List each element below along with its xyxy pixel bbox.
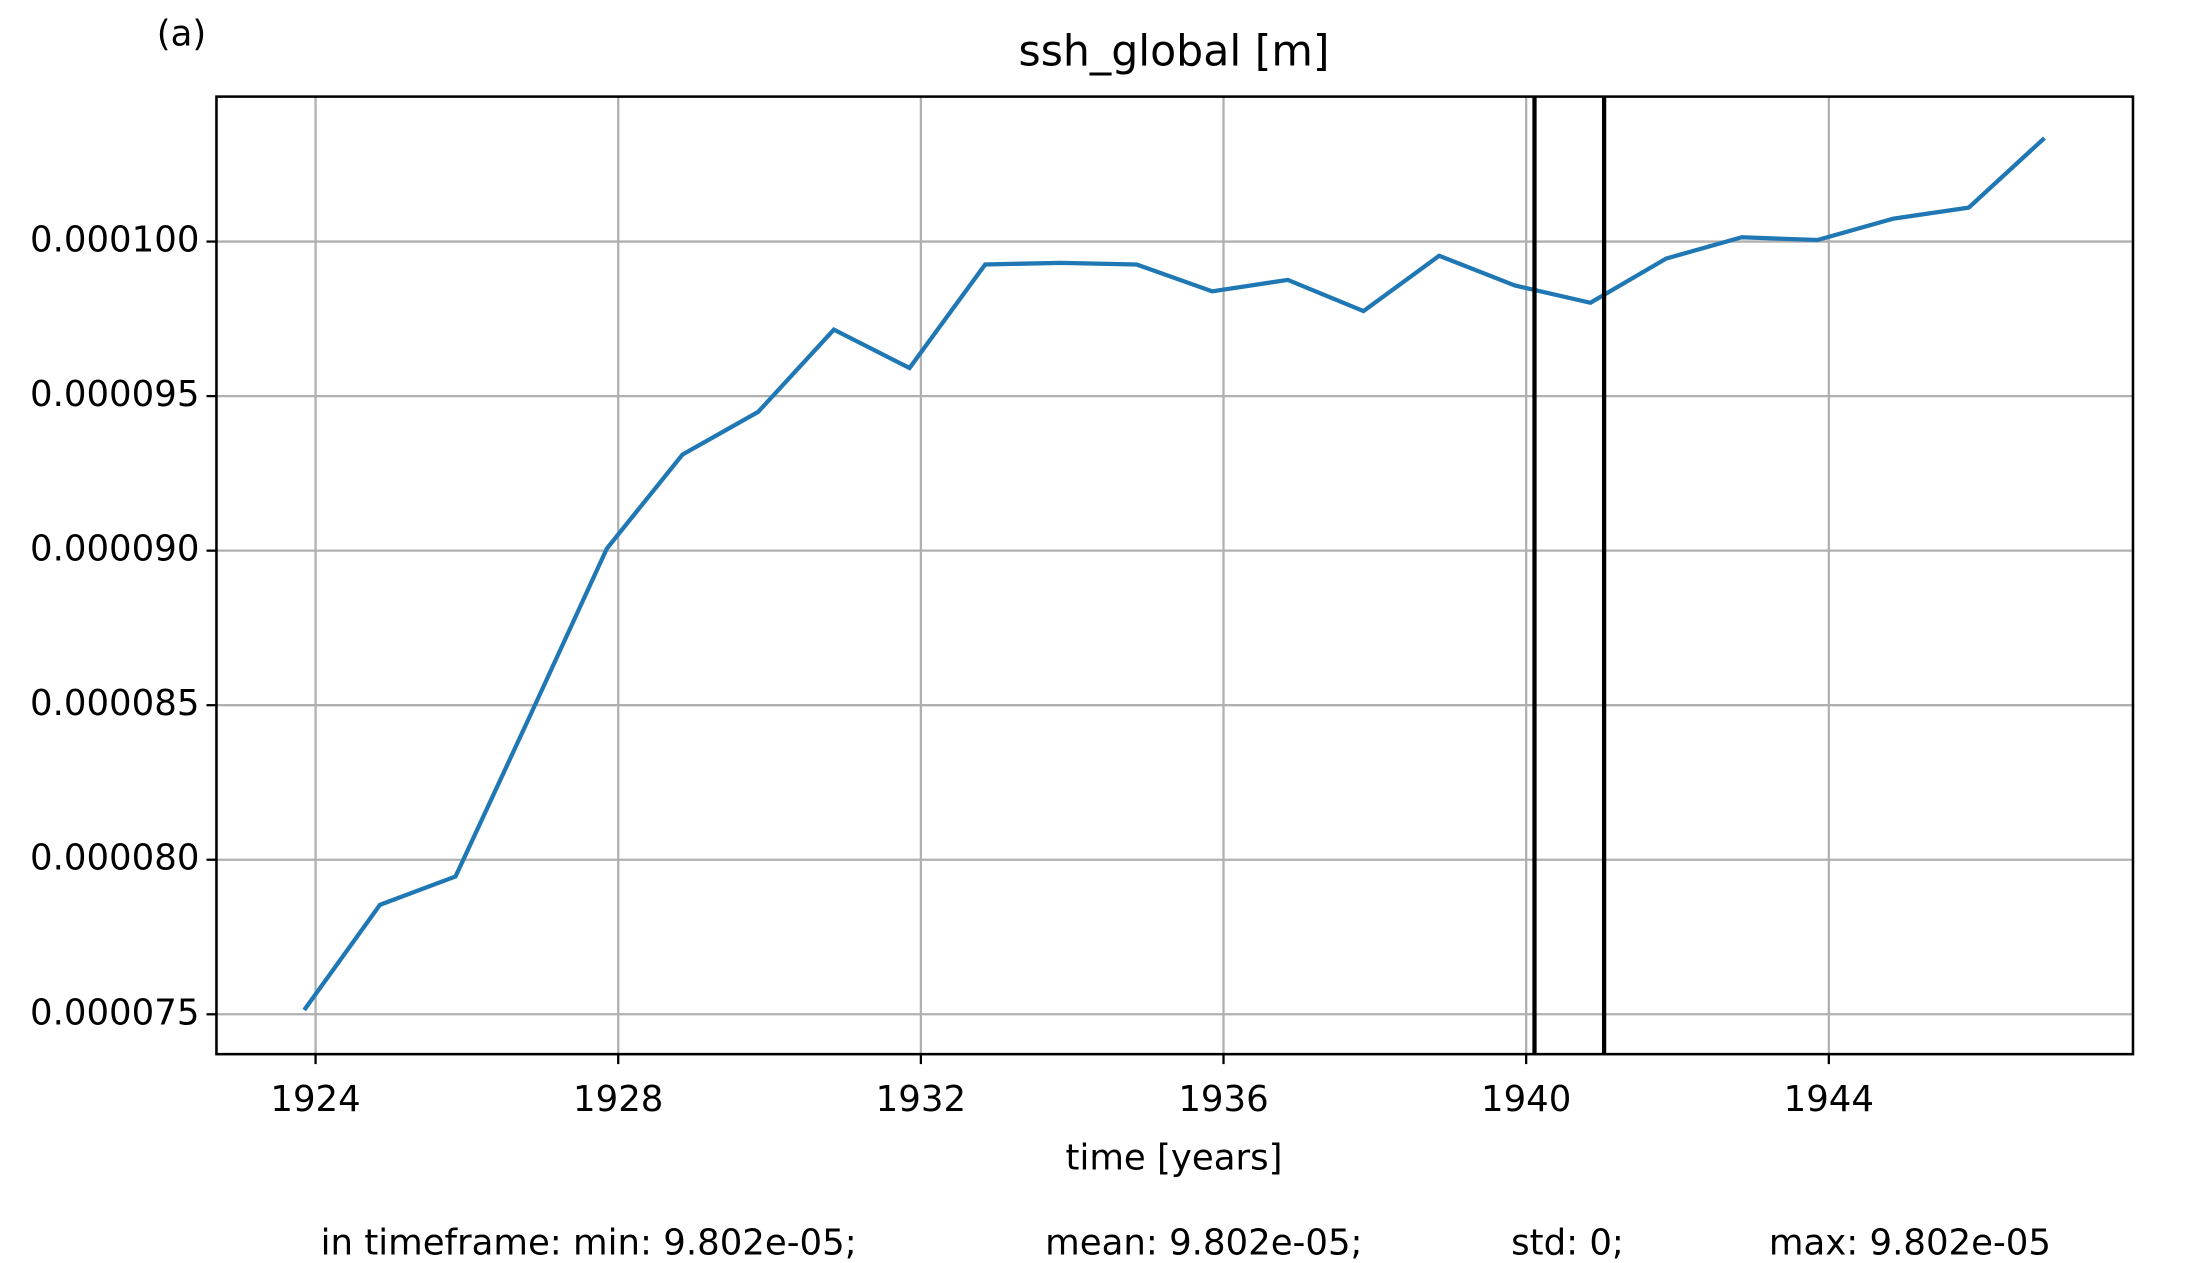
x-tick-label: 1936 bbox=[1178, 1079, 1268, 1120]
x-tick-label: 1924 bbox=[270, 1079, 360, 1120]
x-axis-label: time [years] bbox=[1066, 1137, 1283, 1178]
x-tick-label: 1940 bbox=[1481, 1079, 1571, 1120]
footer-stat: mean: 9.802e-05; bbox=[1045, 1223, 1362, 1263]
y-tick-label: 0.000090 bbox=[30, 529, 199, 570]
footer-stat: std: 0; bbox=[1511, 1223, 1624, 1263]
y-tick-label: 0.000085 bbox=[30, 683, 199, 724]
y-tick-label: 0.000075 bbox=[30, 992, 199, 1033]
footer-stat: in timeframe: min: 9.802e-05; bbox=[321, 1223, 857, 1263]
x-tick-label: 1932 bbox=[876, 1079, 966, 1120]
y-tick-label: 0.000100 bbox=[30, 220, 199, 261]
x-tick-label: 1928 bbox=[573, 1079, 663, 1120]
x-tick-label: 1944 bbox=[1784, 1079, 1874, 1120]
y-tick-label: 0.000080 bbox=[30, 838, 199, 879]
y-tick-label: 0.000095 bbox=[30, 374, 199, 415]
plot-frame bbox=[215, 95, 2135, 1056]
data-line bbox=[302, 136, 2046, 1012]
chart-title: ssh_global [m] bbox=[1019, 26, 1330, 76]
footer-stat: max: 9.802e-05 bbox=[1769, 1223, 2051, 1263]
panel-label: (a) bbox=[157, 14, 206, 55]
